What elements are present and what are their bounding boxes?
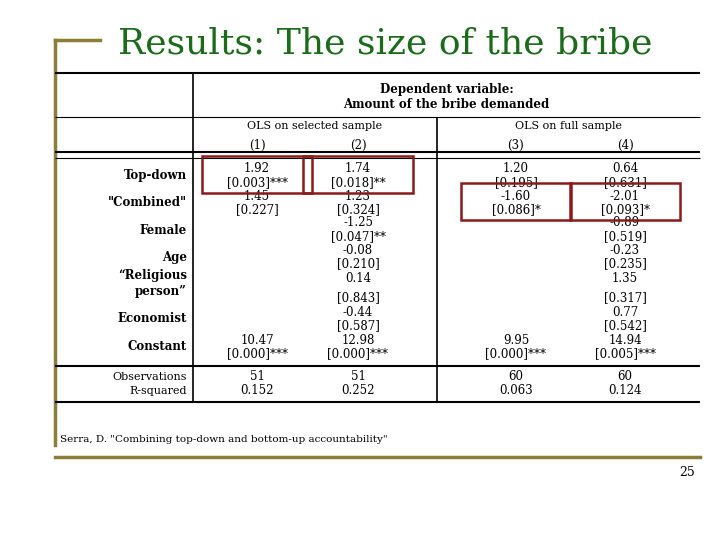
Text: (1): (1) [248,138,265,152]
Text: -0.44: -0.44 [343,306,373,319]
Text: 0.64: 0.64 [612,163,638,176]
Text: [0.000]***: [0.000]*** [328,348,389,361]
Bar [461,183,571,220]
Text: [0.000]***: [0.000]*** [485,348,546,361]
Text: [0.324]: [0.324] [336,204,379,217]
Text: Age: Age [162,251,187,264]
Text: 1.35: 1.35 [612,273,638,286]
Text: "Combined": "Combined" [108,197,187,210]
Text: [0.843]: [0.843] [336,292,379,305]
Text: -0.23: -0.23 [610,244,640,256]
Text: [0.317]: [0.317] [603,292,647,305]
Text: Constant: Constant [127,341,187,354]
Bar [570,183,680,220]
Text: 1.92: 1.92 [244,163,270,176]
Text: [0.587]: [0.587] [336,320,379,333]
Text: Serra, D. "Combining top-down and bottom-up accountability": Serra, D. "Combining top-down and bottom… [60,435,387,444]
Text: OLS on selected sample: OLS on selected sample [248,121,382,131]
Text: [0.235]: [0.235] [603,258,647,271]
Text: -1.25: -1.25 [343,217,373,230]
Text: Top-down: Top-down [124,170,187,183]
Text: 0.152: 0.152 [240,384,274,397]
Text: Results: The size of the bribe: Results: The size of the bribe [118,26,652,60]
Text: Economist: Economist [117,313,187,326]
Text: Female: Female [140,224,187,237]
Text: 1.45: 1.45 [244,190,270,202]
Text: -0.89: -0.89 [610,217,640,230]
Text: -0.08: -0.08 [343,244,373,256]
Text: 51: 51 [250,370,264,383]
Text: 0.124: 0.124 [608,384,642,397]
Text: 0.252: 0.252 [341,384,374,397]
Text: Dependent variable:: Dependent variable: [379,84,513,97]
Text: 0.14: 0.14 [345,273,371,286]
Text: 10.47: 10.47 [240,334,274,347]
Text: 12.98: 12.98 [341,334,374,347]
Text: [0.047]**: [0.047]** [330,231,385,244]
Text: [0.195]: [0.195] [495,177,537,190]
Text: [0.000]***: [0.000]*** [227,348,287,361]
Text: [0.210]: [0.210] [337,258,379,271]
Text: -2.01: -2.01 [610,190,640,202]
Text: [0.003]***: [0.003]*** [227,177,287,190]
Text: 14.94: 14.94 [608,334,642,347]
Text: 1.74: 1.74 [345,163,371,176]
Text: OLS on full sample: OLS on full sample [515,121,622,131]
Text: [0.093]*: [0.093]* [600,204,649,217]
Text: Amount of the bribe demanded: Amount of the bribe demanded [343,98,549,111]
Text: [0.005]***: [0.005]*** [595,348,655,361]
Text: -1.60: -1.60 [501,190,531,202]
Text: (4): (4) [616,138,634,152]
Text: 60: 60 [508,370,523,383]
Text: 0.77: 0.77 [612,306,638,319]
Bar [303,156,413,193]
Text: 0.063: 0.063 [499,384,533,397]
Text: (2): (2) [350,138,366,152]
Bar [202,156,312,193]
Text: Observations: Observations [112,372,187,382]
Text: “Religious: “Religious [118,268,187,281]
Text: 1.23: 1.23 [345,190,371,202]
Text: [0.542]: [0.542] [603,320,647,333]
Text: 1.20: 1.20 [503,163,529,176]
Text: R-squared: R-squared [130,386,187,396]
Text: [0.631]: [0.631] [603,177,647,190]
Text: 51: 51 [351,370,366,383]
Text: [0.227]: [0.227] [235,204,279,217]
Text: 25: 25 [679,465,695,478]
Text: [0.086]*: [0.086]* [492,204,541,217]
Text: [0.018]**: [0.018]** [330,177,385,190]
Text: 9.95: 9.95 [503,334,529,347]
Text: (3): (3) [508,138,524,152]
Text: [0.519]: [0.519] [603,231,647,244]
Text: person”: person” [135,285,187,298]
Text: 60: 60 [618,370,632,383]
